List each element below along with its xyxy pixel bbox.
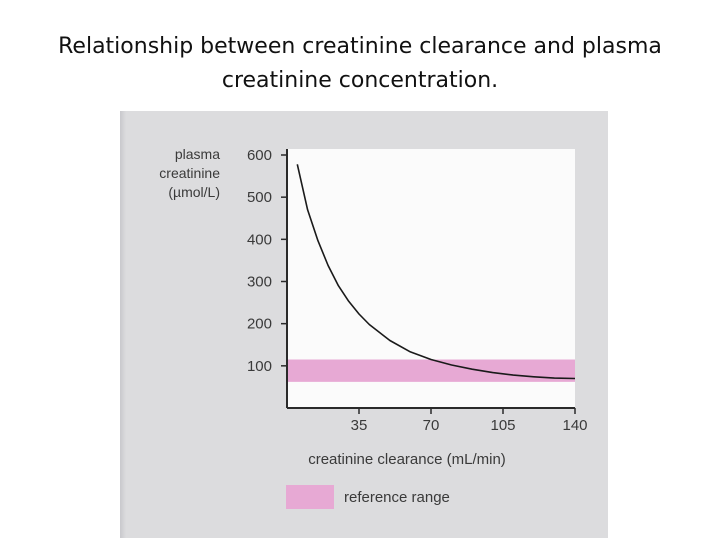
legend-label-reference-range: reference range — [344, 489, 450, 506]
series-curve — [296, 164, 576, 380]
x-tick-label-105: 105 — [490, 417, 515, 434]
y-tick-label-200: 200 — [247, 316, 272, 333]
legend-swatch-reference-range — [286, 485, 334, 509]
y-axis-label-line-3: (µmol/L) — [168, 184, 220, 200]
x-tick-label-140: 140 — [562, 417, 587, 434]
slide-title: Relationship between creatinine clearanc… — [58, 34, 662, 93]
creatinine-chart: plasma creatinine (µmol/L) 100 200 300 400 5… — [159, 146, 588, 509]
y-axis-label: plasma creatinine (µmol/L) — [159, 146, 220, 200]
x-axis-label: creatinine clearance (mL/min) — [308, 451, 506, 468]
y-axis-label-line-2: creatinine — [159, 165, 220, 181]
y-tick-label-100: 100 — [247, 358, 272, 375]
y-tick-label-400: 400 — [247, 231, 272, 248]
y-tick-label-500: 500 — [247, 189, 272, 206]
chart-figure: plasma creatinine (µmol/L) 100 200 300 400 5… — [120, 111, 608, 538]
reference-range-band — [287, 359, 575, 382]
x-tick-label-70: 70 — [423, 417, 440, 434]
y-tick-label-300: 300 — [247, 274, 272, 291]
x-tick-label-35: 35 — [351, 417, 368, 434]
y-tick-label-600: 600 — [247, 147, 272, 164]
y-axis-label-line-1: plasma — [175, 146, 220, 162]
scan-edge — [120, 111, 126, 538]
